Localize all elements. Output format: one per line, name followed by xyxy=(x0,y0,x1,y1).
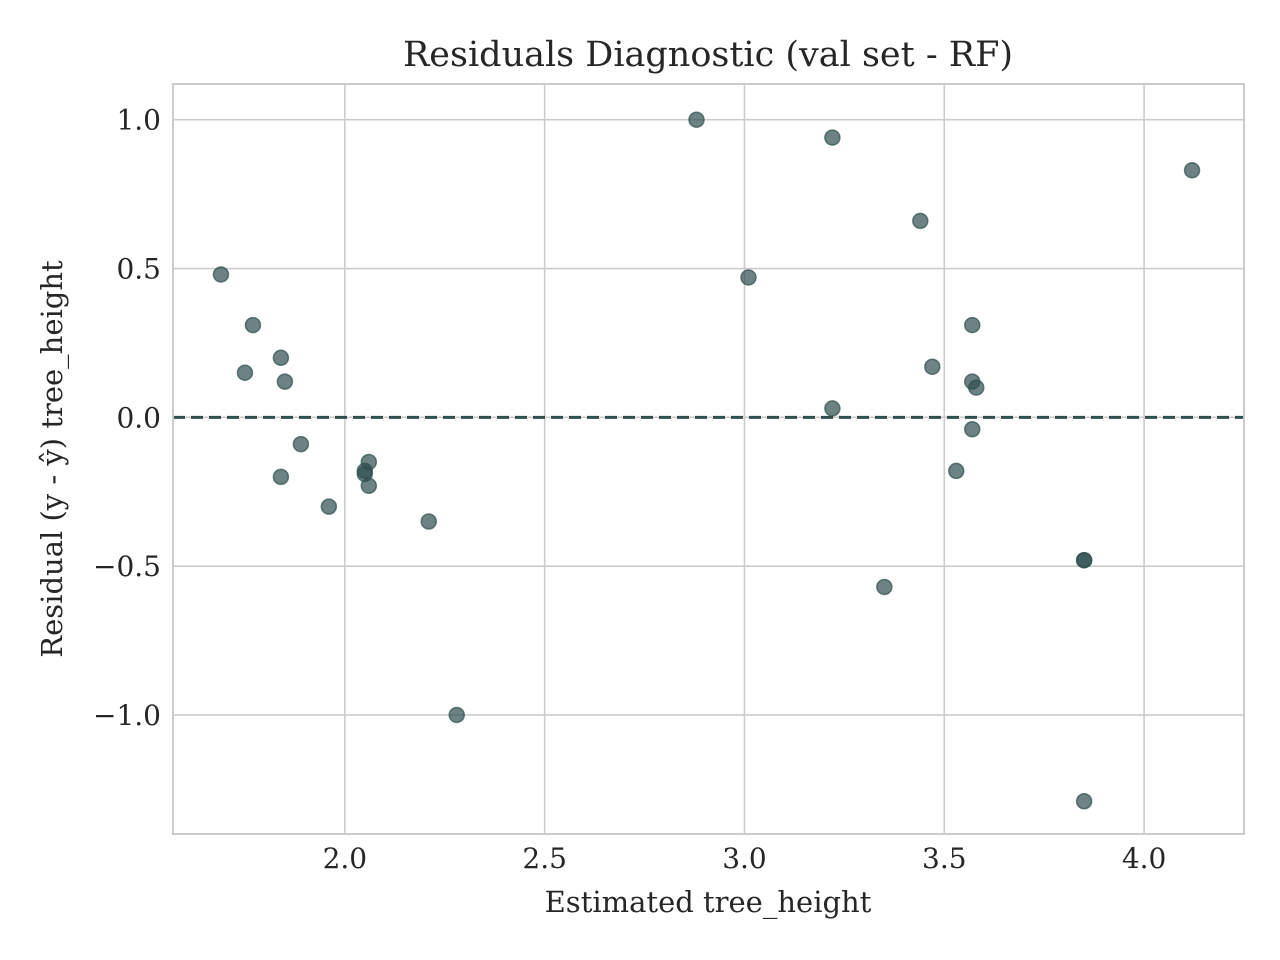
data-point xyxy=(276,373,294,390)
data-point xyxy=(360,453,378,471)
x-tick-label: 2.0 xyxy=(323,842,368,875)
x-tick-label: 4.0 xyxy=(1122,842,1167,875)
y-tick-label: −1.0 xyxy=(93,699,161,732)
y-tick-label: 0.5 xyxy=(116,253,161,286)
data-point xyxy=(292,435,310,453)
data-point xyxy=(244,316,262,334)
x-tick-label: 2.5 xyxy=(522,842,567,875)
data-point xyxy=(272,349,290,367)
data-point xyxy=(1075,793,1093,810)
data-point xyxy=(964,420,981,438)
data-point xyxy=(824,129,841,146)
x-tick-label: 3.0 xyxy=(722,842,767,875)
data-points xyxy=(212,111,1201,810)
x-tick-labels: 2.0 2.5 3.0 3.5 4.0 xyxy=(323,842,1167,875)
grid-lines xyxy=(173,84,1244,834)
data-point xyxy=(236,364,254,381)
data-point xyxy=(948,462,965,480)
y-axis-label: Residual (y - ŷ) tree_height xyxy=(35,260,70,658)
data-point xyxy=(688,111,705,128)
x-tick-label: 3.5 xyxy=(922,842,967,875)
data-point xyxy=(740,269,757,286)
data-point xyxy=(272,468,290,486)
data-point xyxy=(912,212,929,230)
data-point xyxy=(876,578,893,596)
data-point xyxy=(212,266,230,283)
data-point xyxy=(420,513,438,530)
data-point xyxy=(360,477,378,495)
y-tick-label: −0.5 xyxy=(93,550,161,583)
y-tick-label: 0.0 xyxy=(116,401,161,434)
data-point xyxy=(968,379,985,396)
chart-title: Residuals Diagnostic (val set - RF) xyxy=(403,35,1013,75)
data-point xyxy=(1183,162,1201,179)
data-point xyxy=(1075,551,1093,569)
data-point xyxy=(824,400,841,417)
x-axis-label: Estimated tree_height xyxy=(545,885,872,920)
data-point xyxy=(320,498,338,515)
y-tick-labels: 1.0 0.5 0.0 −0.5 −1.0 xyxy=(93,104,161,732)
plot-frame xyxy=(172,83,1245,835)
data-point xyxy=(924,358,941,375)
data-point xyxy=(448,706,465,724)
y-tick-label: 1.0 xyxy=(116,104,161,137)
data-point xyxy=(964,316,981,334)
